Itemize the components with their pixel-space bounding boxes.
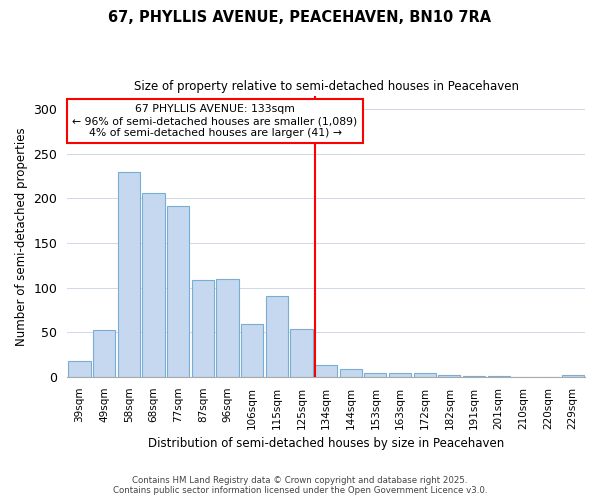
Bar <box>93 330 115 377</box>
Bar <box>290 330 313 377</box>
Bar <box>488 376 510 377</box>
Bar <box>217 278 239 377</box>
Text: 67 PHYLLIS AVENUE: 133sqm
← 96% of semi-detached houses are smaller (1,089)
4% o: 67 PHYLLIS AVENUE: 133sqm ← 96% of semi-… <box>73 104 358 138</box>
Text: Contains HM Land Registry data © Crown copyright and database right 2025.
Contai: Contains HM Land Registry data © Crown c… <box>113 476 487 495</box>
Bar <box>364 373 386 377</box>
Bar <box>315 365 337 377</box>
Y-axis label: Number of semi-detached properties: Number of semi-detached properties <box>15 127 28 346</box>
Bar <box>68 360 91 377</box>
Bar <box>438 375 460 377</box>
Bar <box>389 373 411 377</box>
Bar <box>241 324 263 377</box>
X-axis label: Distribution of semi-detached houses by size in Peacehaven: Distribution of semi-detached houses by … <box>148 437 504 450</box>
Title: Size of property relative to semi-detached houses in Peacehaven: Size of property relative to semi-detach… <box>134 80 518 93</box>
Bar <box>191 280 214 377</box>
Bar <box>118 172 140 377</box>
Bar <box>562 375 584 377</box>
Text: 67, PHYLLIS AVENUE, PEACEHAVEN, BN10 7RA: 67, PHYLLIS AVENUE, PEACEHAVEN, BN10 7RA <box>109 10 491 25</box>
Bar <box>167 206 189 377</box>
Bar <box>266 296 288 377</box>
Bar <box>413 373 436 377</box>
Bar <box>340 369 362 377</box>
Bar <box>463 376 485 377</box>
Bar <box>142 193 164 377</box>
